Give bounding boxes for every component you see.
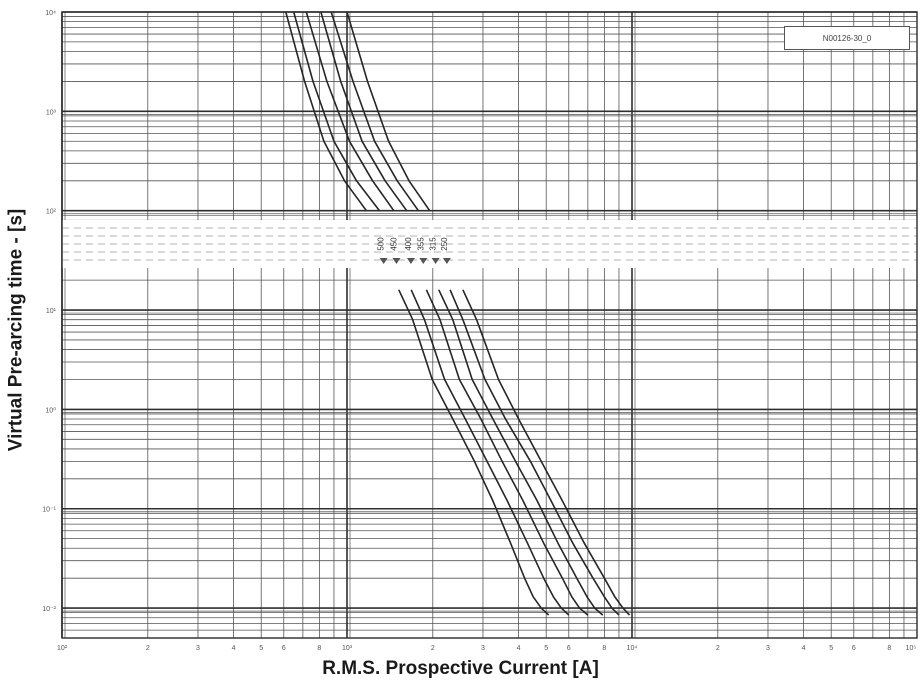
curve-series-450 [292, 11, 381, 212]
series-label: 500 [377, 237, 386, 251]
x-tick-label: 8 [887, 645, 891, 652]
x-tick-label: 5 [829, 645, 833, 652]
x-tick-label: 5 [259, 645, 263, 652]
curve-series-315 [449, 289, 620, 616]
curve-series-400 [305, 11, 395, 212]
curve-series-450 [410, 289, 570, 616]
curve-series-355 [320, 11, 408, 212]
x-tick-label: 8 [317, 645, 321, 652]
minor-grid [62, 12, 917, 639]
x-tick-label: 2 [716, 645, 720, 652]
y-axis-label: Virtual Pre-arcing time - [s] [5, 208, 26, 452]
plot-frame [61, 11, 918, 639]
x-tick-label: 3 [196, 645, 200, 652]
curve-series-250 [346, 11, 431, 212]
x-tick-label: 10⁵ [906, 645, 917, 652]
curve-series-500 [398, 289, 550, 616]
series-marker-icon [406, 258, 415, 264]
x-tick-label: 2 [431, 645, 435, 652]
x-tick-label: 10² [57, 645, 68, 652]
y-axis-label-container: Virtual Pre-arcing time - [s] [2, 10, 30, 650]
series-marker-icon [392, 258, 401, 264]
curve-series-355 [438, 289, 604, 616]
y-tick-label: 10¹ [46, 308, 57, 315]
x-tick-labels: 10² 2 3 4 5 6 8 10³ 2 3 4 5 6 8 10⁴ 2 3 4 5 6 8 10⁵ [57, 645, 916, 652]
label-band-lines [62, 227, 917, 261]
y-tick-label: 10⁻² [42, 606, 56, 613]
x-tick-label: 10⁴ [627, 645, 638, 652]
y-tick-label: 10² [46, 209, 57, 216]
x-tick-label: 2 [146, 645, 150, 652]
x-tick-label: 4 [802, 645, 806, 652]
series-marker-icon [431, 258, 440, 264]
x-tick-label: 6 [282, 645, 286, 652]
x-tick-label: 3 [481, 645, 485, 652]
x-tick-label: 3 [766, 645, 770, 652]
curve-series [285, 11, 631, 616]
x-tick-label: 4 [517, 645, 521, 652]
curve-series-500 [285, 11, 368, 212]
series-label: 355 [416, 237, 425, 251]
y-tick-label: 10⁰ [45, 406, 56, 414]
curve-series-250 [462, 289, 631, 616]
series-marker-icon [379, 258, 388, 264]
y-tick-label: 10⁴ [45, 10, 56, 17]
curve-series-400 [425, 289, 589, 616]
x-tick-label: 4 [232, 645, 236, 652]
y-tick-label: 10⁻¹ [42, 507, 56, 514]
y-tick-label: 10³ [46, 109, 57, 116]
series-marker-icon [419, 258, 428, 264]
x-axis-label: R.M.S. Prospective Current [A] [322, 658, 599, 679]
series-marker-icon [442, 258, 451, 264]
x-tick-label: 8 [602, 645, 606, 652]
series-label: 450 [390, 237, 399, 251]
series-label: 400 [404, 237, 413, 251]
reference-label-box: N00126-30_0 [784, 26, 910, 50]
series-label: 250 [440, 237, 449, 251]
x-tick-label: 5 [544, 645, 548, 652]
reference-label: N00126-30_0 [822, 33, 872, 43]
y-tick-labels: 10⁴ 10³ 10² 10¹ 10⁰ 10⁻¹ 10⁻² [42, 10, 56, 613]
x-tick-label: 6 [852, 645, 856, 652]
x-tick-label: 10³ [342, 645, 353, 652]
series-label: 315 [429, 237, 438, 251]
curve-series-315 [330, 11, 420, 212]
plot-background [62, 12, 917, 638]
x-tick-label: 6 [567, 645, 571, 652]
